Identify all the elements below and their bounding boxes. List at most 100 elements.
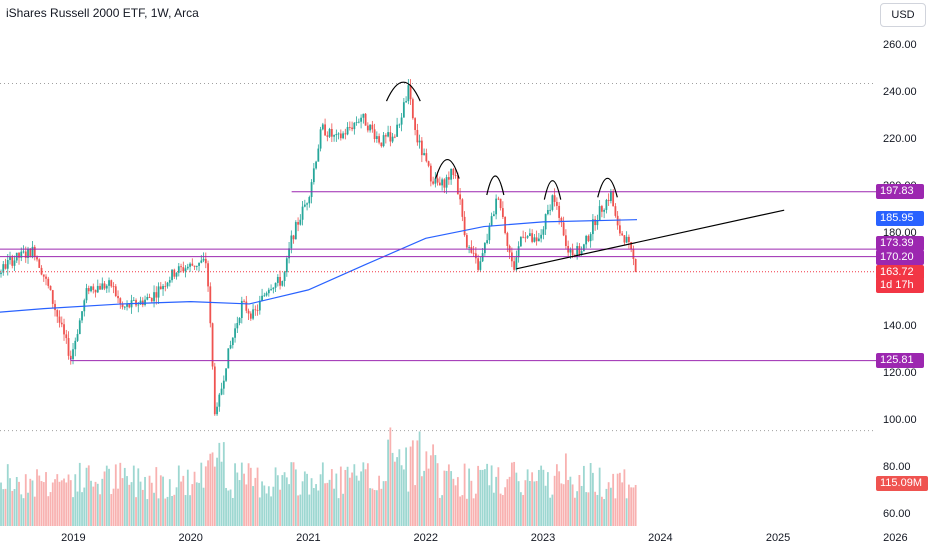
candle-body — [490, 216, 493, 226]
candle-body — [351, 127, 353, 130]
volume-bar — [65, 482, 68, 526]
volume-bar — [594, 491, 597, 526]
volume-bar — [123, 467, 126, 526]
volume-bar — [2, 489, 5, 526]
candle-body — [497, 198, 500, 200]
volume-bar — [144, 476, 146, 526]
volume-bar — [114, 464, 117, 526]
candle-body — [549, 209, 552, 211]
candle-body — [303, 204, 306, 207]
volume-bar — [184, 495, 187, 526]
volume-bar — [591, 472, 594, 526]
volume-bar — [542, 469, 545, 526]
chart-title: iShares Russell 2000 ETF, 1W, Arca — [6, 6, 199, 20]
volume-bar — [121, 478, 124, 526]
volume-bar — [450, 471, 453, 526]
time-tick-label: 2026 — [883, 532, 908, 544]
volume-bar — [468, 468, 471, 526]
volume-bar — [321, 462, 324, 526]
candle-body — [546, 210, 549, 215]
volume-bar — [632, 487, 635, 526]
candle-body — [76, 334, 79, 341]
candle-body — [213, 366, 216, 415]
volume-bar — [191, 484, 194, 526]
candle-body — [108, 280, 110, 286]
candle-body — [443, 179, 446, 188]
pattern-arc — [597, 177, 618, 198]
candle-body — [378, 136, 380, 143]
candle-body — [267, 289, 270, 294]
candle-body — [623, 235, 626, 243]
currency-button[interactable]: USD — [880, 3, 926, 27]
pattern-arc — [543, 180, 562, 200]
price-tick-label: 60.00 — [883, 508, 911, 520]
candle-body — [515, 257, 518, 270]
candle-body — [128, 303, 131, 308]
price-tick-label: 260.00 — [883, 39, 917, 51]
candle-body — [324, 124, 326, 136]
price-tick-label: 120.00 — [883, 367, 917, 380]
candle-body — [227, 348, 230, 369]
candle-body — [60, 322, 63, 325]
price-tick-label: 220.00 — [883, 132, 917, 145]
volume-bar — [159, 475, 162, 526]
volume-bar — [348, 477, 351, 526]
volume-bar — [488, 485, 491, 526]
candle-body — [632, 249, 635, 259]
volume-bar — [497, 467, 500, 526]
candle-body — [553, 195, 556, 202]
candle-body — [276, 276, 279, 283]
volume-bar — [63, 478, 65, 526]
candle-body — [528, 233, 531, 237]
candle-body — [146, 296, 149, 300]
candle-body — [182, 267, 185, 272]
volume-bar — [625, 498, 628, 526]
candle-body — [85, 288, 88, 301]
candle-body — [9, 257, 11, 261]
pattern-arc — [435, 158, 460, 179]
volume-bar — [4, 488, 7, 526]
candle-body — [238, 318, 241, 324]
volume-bar — [618, 472, 621, 526]
candle-body — [306, 203, 308, 205]
volume-bar — [369, 488, 371, 526]
candle-body — [441, 179, 444, 186]
candle-body — [92, 286, 95, 290]
candle-body — [625, 236, 628, 243]
volume-bar — [153, 492, 155, 526]
candle-body — [317, 148, 320, 162]
volume-bar — [533, 481, 536, 526]
candle-body — [416, 129, 419, 143]
candle-body — [447, 177, 450, 180]
candle-body — [144, 299, 146, 306]
volume-bar — [99, 494, 101, 526]
volume-bar — [578, 475, 581, 526]
volume-bar — [292, 462, 295, 526]
candle-body — [117, 295, 119, 299]
candle-body — [74, 340, 77, 350]
volume-bar — [31, 480, 34, 526]
pattern-arc — [486, 175, 505, 196]
volume-bar — [254, 477, 257, 526]
volume-bar — [256, 467, 259, 526]
volume-bar — [103, 471, 106, 526]
volume-bar — [398, 449, 401, 526]
candle-body — [81, 311, 83, 321]
volume-bar — [6, 464, 9, 526]
time-axis[interactable] — [0, 526, 876, 550]
price-chart[interactable] — [0, 0, 876, 526]
volume-bar — [238, 480, 241, 526]
candle-body — [542, 229, 545, 235]
candle-body — [207, 263, 209, 287]
volume-bar — [396, 457, 398, 526]
chart-area[interactable] — [0, 0, 876, 526]
volume-bar — [389, 427, 392, 526]
volume-bar — [330, 469, 333, 526]
candle-body — [65, 334, 68, 339]
volume-bar — [157, 498, 160, 526]
volume-bar — [531, 472, 534, 526]
volume-bar — [54, 479, 56, 526]
candle-body — [614, 206, 617, 216]
candle-body — [425, 153, 428, 162]
volume-bar — [67, 474, 70, 526]
